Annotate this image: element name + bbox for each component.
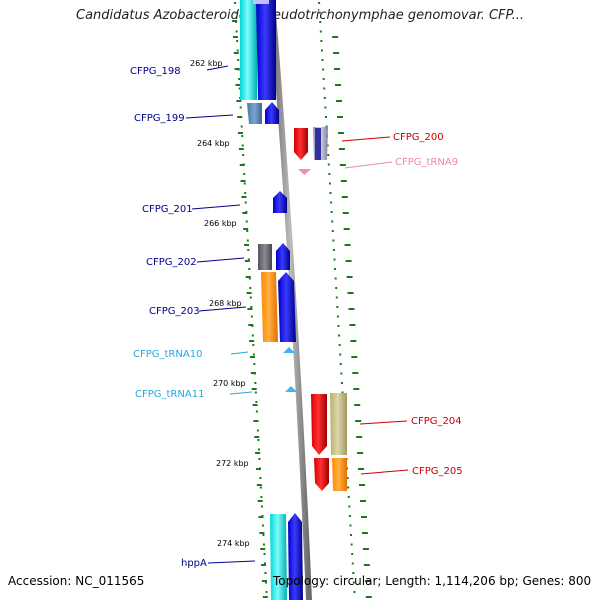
gene-arrow (332, 458, 347, 491)
feature-label[interactable]: CFPG_201 (142, 204, 193, 215)
trna-arrow (285, 386, 297, 392)
gene-arrow (253, 0, 269, 4)
kbp-label: 272 kbp (216, 459, 249, 468)
kbp-label: 262 kbp (190, 59, 223, 68)
accession-text: Accession: NC_011565 (8, 574, 145, 588)
map-title: Candidatus Azobacteroides pseudotrichony… (76, 8, 524, 23)
gene-arrow (247, 103, 262, 124)
gene-arrow (265, 102, 279, 124)
trna-arrow (283, 347, 295, 353)
topology-text: Topology: circular; Length: 1,114,206 bp… (273, 574, 592, 588)
gene-arrow (294, 128, 308, 160)
gene-arrow (314, 458, 329, 491)
gene-arrow (276, 243, 290, 270)
feature-label[interactable]: CFPG_200 (393, 132, 444, 143)
gene-arrow (256, 0, 276, 100)
gene-arrow (270, 514, 287, 600)
feature-label[interactable]: CFPG_202 (146, 257, 197, 268)
kbp-label: 274 kbp (217, 539, 250, 548)
right-strand-features (294, 127, 347, 491)
gene-arrow (258, 244, 272, 270)
feature-label[interactable]: CFPG_205 (412, 466, 463, 477)
trna-arrow (298, 169, 311, 175)
kbp-labels: 262 kbp 264 kbp 266 kbp 268 kbp 270 kbp … (190, 59, 250, 548)
kbp-label: 264 kbp (197, 139, 230, 148)
kbp-label: 270 kbp (213, 379, 246, 388)
feature-labels: CFPG_198 CFPG_199 CFPG_200 CFPG_tRNA9 CF… (130, 66, 463, 569)
feature-label[interactable]: CFPG_198 (130, 66, 181, 77)
gene-arrow (311, 394, 327, 455)
gene-arrow (288, 513, 303, 600)
gene-arrow (315, 128, 321, 160)
feature-label[interactable]: CFPG_tRNA9 (395, 157, 458, 168)
left-strand-features (240, 0, 303, 600)
kbp-label: 266 kbp (204, 219, 237, 228)
feature-label[interactable]: CFPG_204 (411, 416, 462, 427)
gene-arrow (273, 191, 287, 213)
gene-arrow (278, 272, 296, 342)
feature-label[interactable]: CFPG_199 (134, 113, 185, 124)
gene-arrow (240, 0, 257, 100)
gene-arrow (330, 393, 347, 455)
feature-label[interactable]: hppA (181, 558, 207, 569)
kbp-ticks (232, 20, 372, 598)
label-connectors (185, 65, 409, 564)
kbp-label: 268 kbp (209, 299, 242, 308)
feature-label[interactable]: CFPG_tRNA11 (135, 389, 204, 400)
gene-arrow (261, 272, 278, 342)
feature-label[interactable]: CFPG_tRNA10 (133, 349, 202, 360)
feature-label[interactable]: CFPG_203 (149, 306, 200, 317)
